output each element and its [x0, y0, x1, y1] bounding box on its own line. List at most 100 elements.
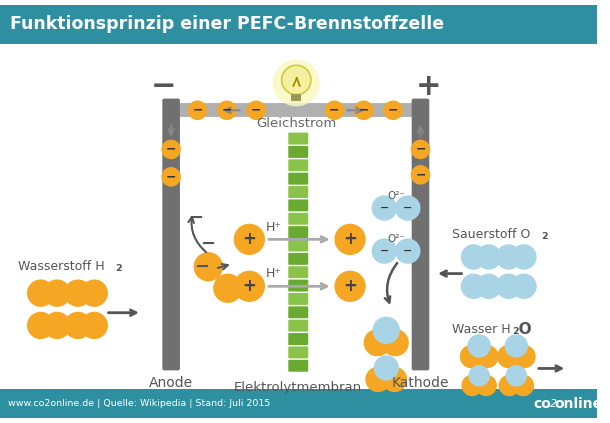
Text: Wasserstoff H: Wasserstoff H [18, 260, 104, 273]
Text: +: + [343, 231, 357, 248]
Text: Kathode: Kathode [392, 376, 449, 390]
Text: −: − [192, 104, 203, 117]
Circle shape [365, 367, 391, 392]
FancyBboxPatch shape [289, 293, 308, 305]
Circle shape [383, 101, 403, 120]
Circle shape [371, 195, 397, 221]
Text: −: − [194, 258, 209, 276]
Circle shape [411, 140, 430, 159]
Text: +: + [415, 72, 441, 102]
Text: 2: 2 [550, 398, 557, 409]
Circle shape [364, 329, 391, 356]
FancyBboxPatch shape [289, 159, 308, 171]
Text: www.co2online.de | Quelle: Wikipedia | Stand: Juli 2015: www.co2online.de | Quelle: Wikipedia | S… [8, 399, 270, 408]
FancyBboxPatch shape [289, 239, 308, 251]
Circle shape [511, 274, 537, 299]
Text: −: − [379, 246, 389, 256]
FancyBboxPatch shape [289, 199, 308, 212]
Circle shape [511, 244, 537, 270]
Text: −: − [415, 168, 426, 181]
Text: −: − [199, 235, 215, 253]
Circle shape [234, 224, 265, 255]
Circle shape [334, 224, 366, 255]
Circle shape [467, 334, 491, 358]
FancyBboxPatch shape [162, 99, 180, 371]
Text: ₂: ₂ [542, 227, 548, 242]
FancyBboxPatch shape [412, 99, 429, 371]
Circle shape [468, 365, 490, 387]
Circle shape [27, 312, 54, 339]
Circle shape [81, 280, 108, 307]
FancyBboxPatch shape [289, 280, 308, 291]
Circle shape [43, 312, 71, 339]
Text: Gleichstrom: Gleichstrom [256, 116, 337, 129]
Text: H⁺: H⁺ [266, 221, 282, 234]
Text: −: − [403, 246, 412, 256]
Circle shape [512, 375, 534, 396]
Circle shape [475, 345, 498, 368]
Text: Elektrolytmembran: Elektrolytmembran [234, 381, 362, 393]
FancyBboxPatch shape [289, 173, 308, 185]
FancyBboxPatch shape [289, 306, 308, 318]
Circle shape [282, 65, 311, 95]
Circle shape [382, 367, 407, 392]
Circle shape [354, 101, 373, 120]
Circle shape [476, 274, 501, 299]
Circle shape [81, 312, 108, 339]
FancyBboxPatch shape [289, 132, 308, 145]
Text: −: − [388, 104, 398, 117]
Circle shape [234, 271, 265, 302]
Circle shape [373, 317, 400, 344]
Text: ₂: ₂ [115, 259, 122, 274]
FancyBboxPatch shape [289, 320, 308, 332]
FancyBboxPatch shape [289, 346, 308, 358]
Circle shape [371, 239, 397, 264]
FancyBboxPatch shape [289, 253, 308, 265]
Text: O²⁻: O²⁻ [387, 234, 405, 244]
Text: O²⁻: O²⁻ [387, 191, 405, 201]
Text: −: − [221, 104, 232, 117]
Circle shape [27, 280, 54, 307]
FancyBboxPatch shape [0, 5, 597, 44]
Circle shape [476, 244, 501, 270]
FancyBboxPatch shape [289, 186, 308, 198]
Circle shape [273, 60, 320, 106]
Circle shape [461, 274, 486, 299]
Circle shape [193, 252, 223, 281]
Circle shape [496, 274, 522, 299]
Circle shape [213, 274, 243, 303]
Circle shape [496, 244, 522, 270]
Text: −: − [415, 143, 426, 156]
FancyBboxPatch shape [289, 266, 308, 278]
FancyBboxPatch shape [289, 213, 308, 225]
Circle shape [325, 101, 344, 120]
Text: co: co [533, 397, 551, 411]
Circle shape [334, 271, 366, 302]
Text: −: − [403, 203, 412, 213]
Circle shape [64, 280, 92, 307]
Text: Sauerstoff O: Sauerstoff O [452, 228, 530, 241]
FancyBboxPatch shape [289, 226, 308, 238]
FancyBboxPatch shape [289, 146, 308, 158]
Circle shape [411, 165, 430, 184]
Circle shape [461, 375, 483, 396]
Circle shape [43, 280, 71, 307]
Text: −: − [379, 203, 389, 213]
Circle shape [506, 365, 527, 387]
Text: −: − [329, 104, 340, 117]
Circle shape [512, 345, 536, 368]
Text: Wasser H: Wasser H [452, 323, 511, 336]
Circle shape [162, 167, 181, 187]
Circle shape [461, 244, 486, 270]
Circle shape [162, 140, 181, 159]
Text: H⁺: H⁺ [266, 267, 282, 280]
Circle shape [373, 355, 399, 381]
Circle shape [504, 334, 528, 358]
Circle shape [460, 345, 483, 368]
Text: −: − [166, 143, 176, 156]
Text: +: + [242, 231, 256, 248]
Circle shape [381, 329, 409, 356]
Circle shape [64, 312, 92, 339]
Circle shape [188, 101, 207, 120]
Text: online: online [554, 397, 603, 411]
